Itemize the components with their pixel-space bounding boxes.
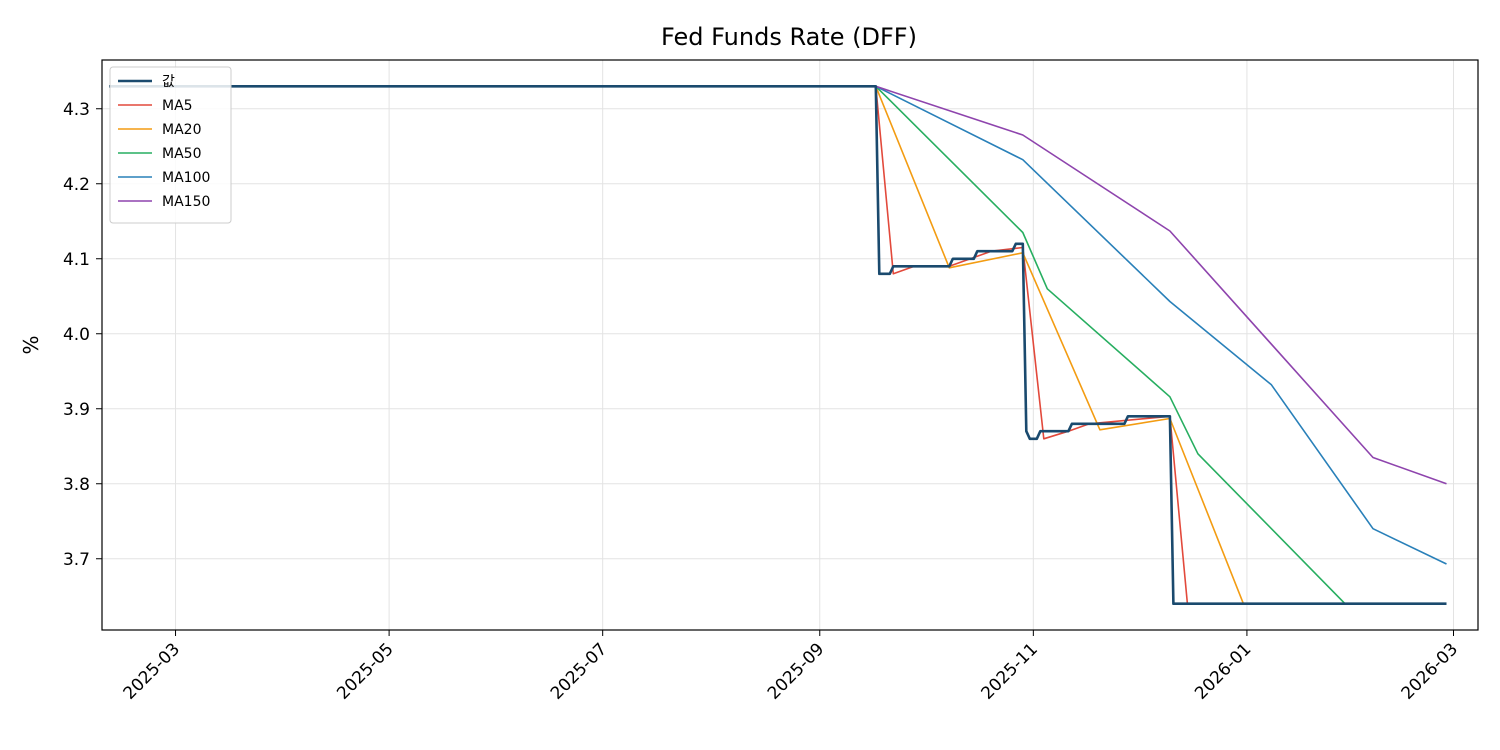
legend: 값 MA5 MA20 MA50 MA100 MA150 [109,66,232,224]
y-tick-label: 3.8 [63,475,90,495]
legend-box [109,66,232,224]
legend-label: MA5 [162,98,193,114]
legend-label: MA20 [162,122,201,138]
y-axis: 3.7 3.8 3.9 4.0 4.1 4.2 4.3 [63,100,102,570]
chart-title: Fed Funds Rate (DFF) [661,23,917,51]
series-line-값 [109,85,1447,606]
y-tick-label: 4.1 [63,250,90,270]
plot-frame [101,59,1479,631]
legend-label: 값 [162,74,175,90]
series-lines [109,85,1447,606]
legend-label: MA150 [162,194,210,210]
grid-lines [102,60,1478,630]
y-tick-label: 4.2 [63,175,90,195]
legend-label: MA50 [162,146,201,162]
series-line-MA20 [343,85,1447,605]
legend-label: MA100 [162,170,210,186]
y-tick-label: 4.0 [63,325,90,345]
y-tick-label: 3.7 [63,550,90,570]
y-tick-label: 4.3 [63,100,90,120]
y-tick-label: 3.9 [63,400,90,420]
y-axis-label: % [19,335,43,354]
